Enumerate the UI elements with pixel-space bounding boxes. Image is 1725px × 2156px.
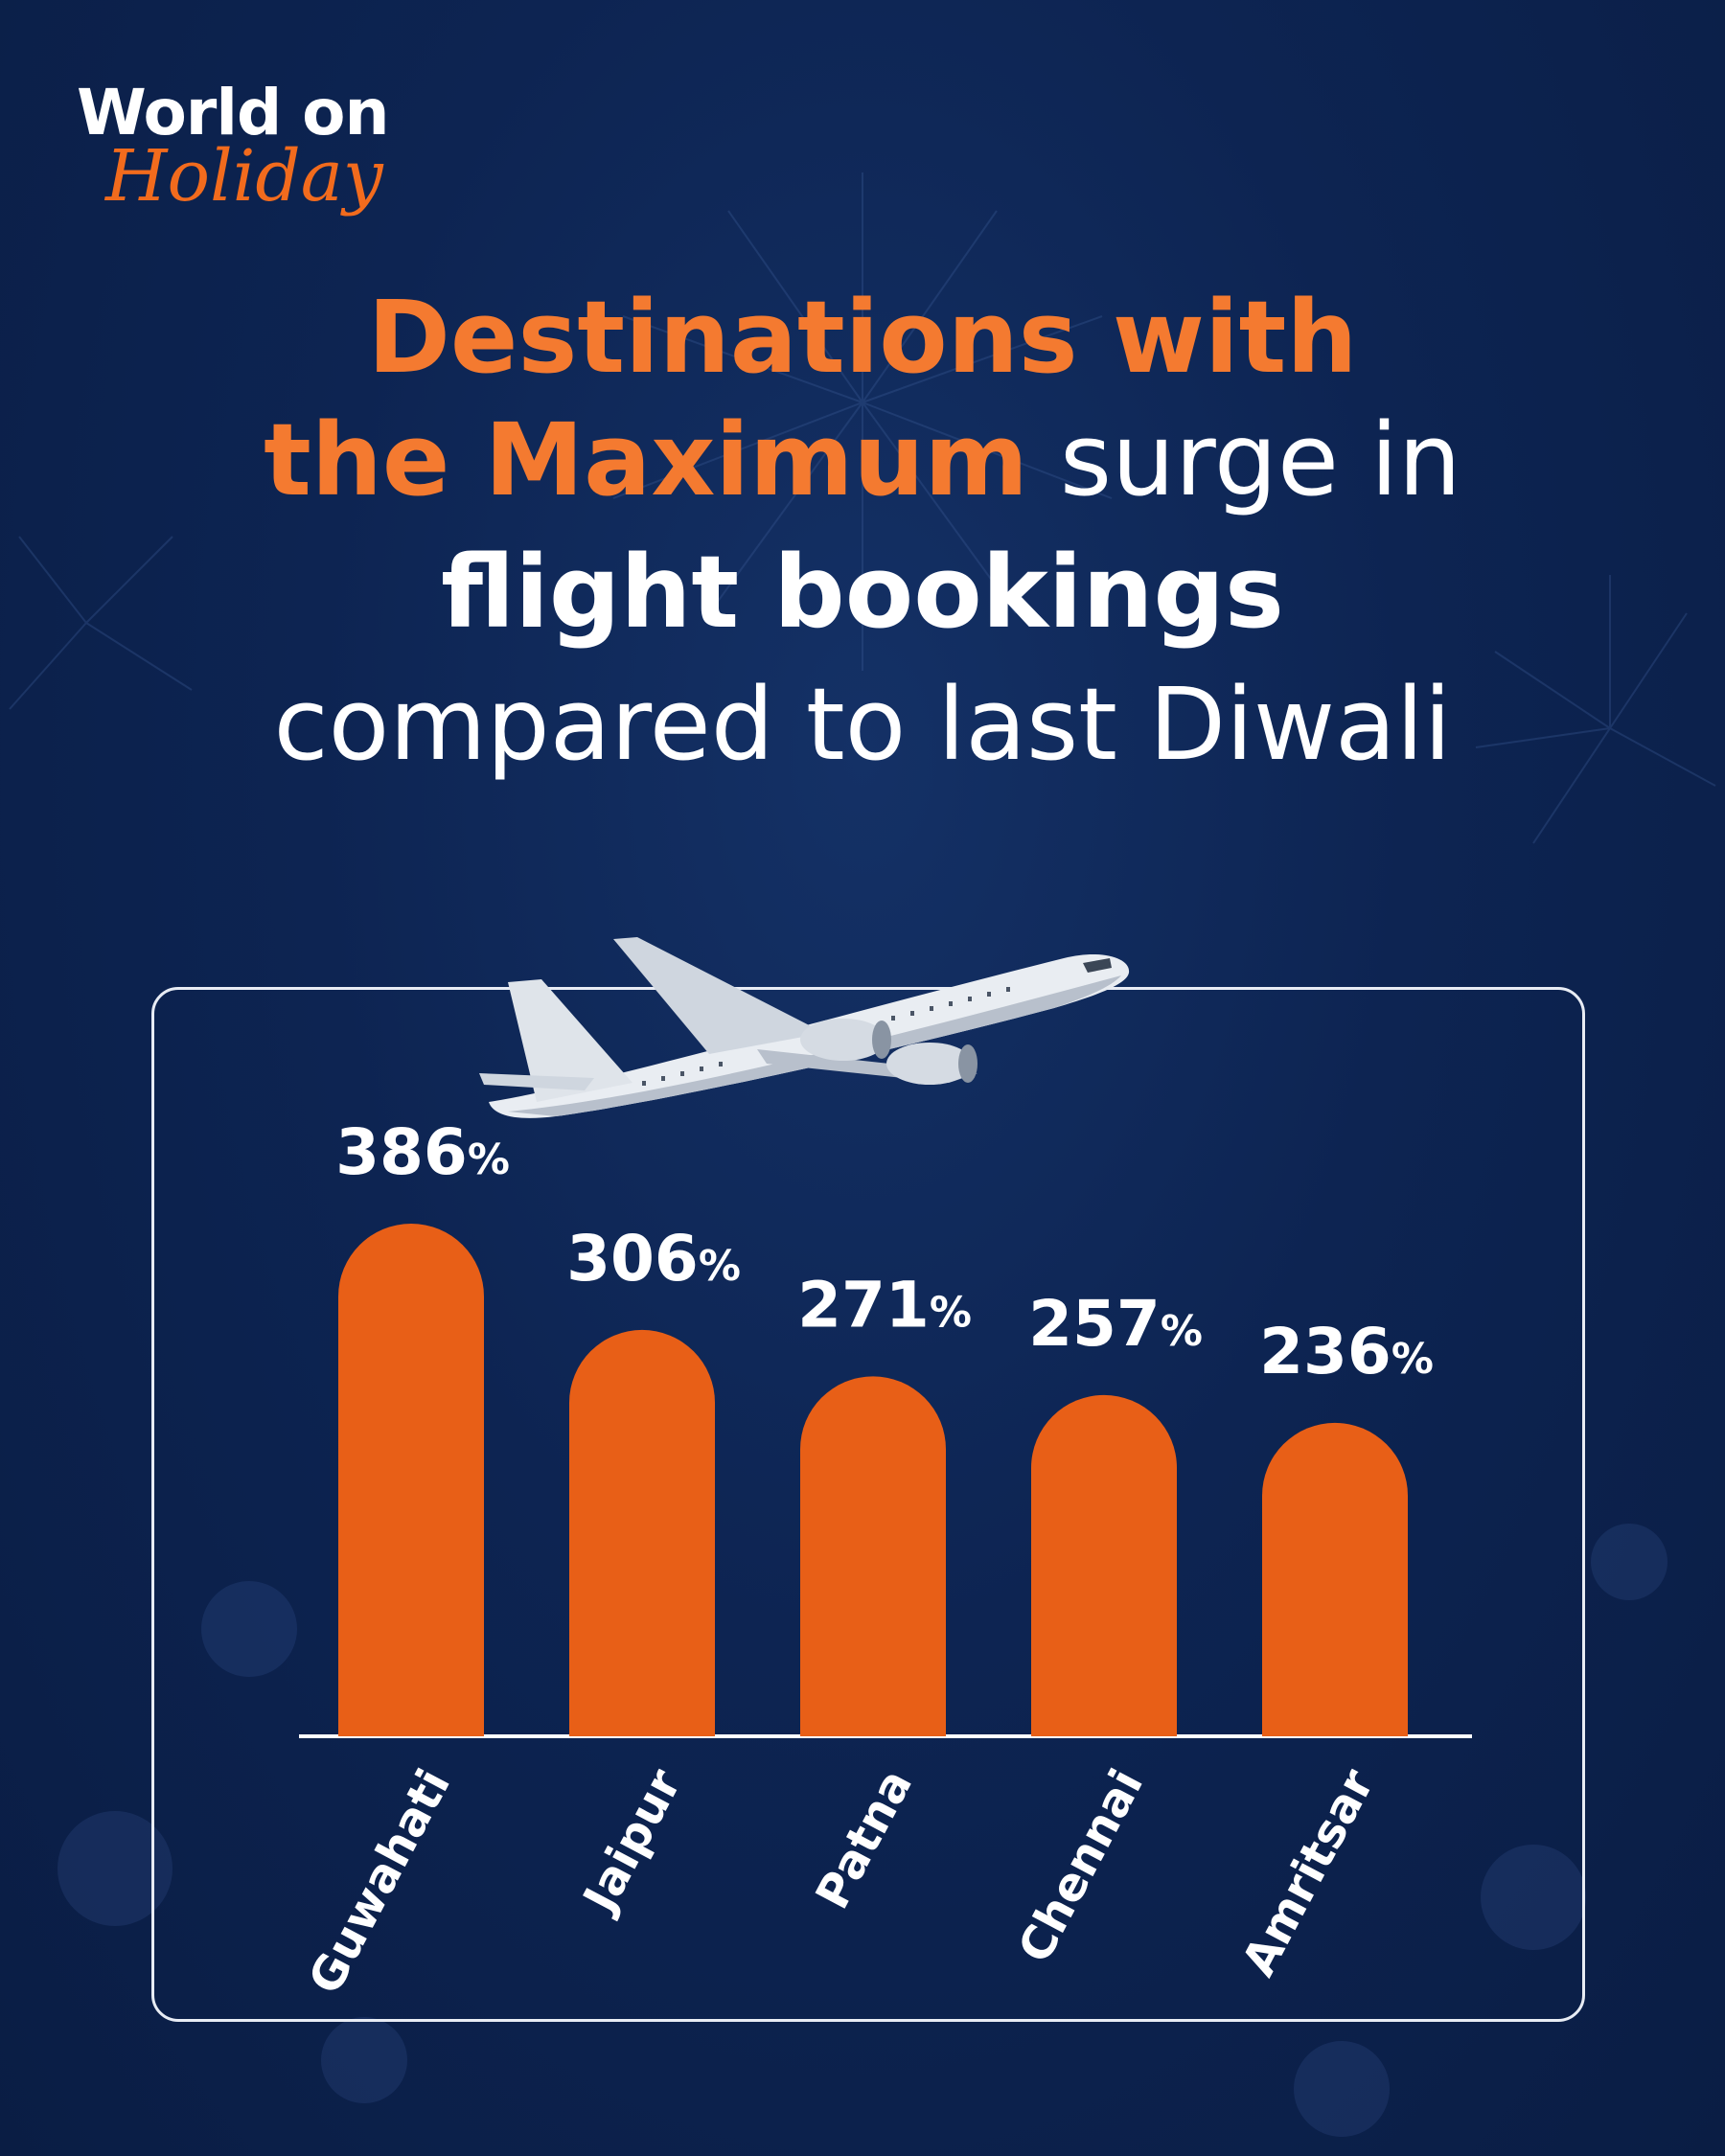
bar-jaipur (569, 1329, 715, 1736)
chart-frame (151, 987, 1585, 2022)
data-label-jaipur: 306% (566, 1222, 741, 1296)
bar-amritsar (1262, 1422, 1408, 1736)
logo-world-on: World on (77, 76, 390, 149)
data-label-chennai: 257% (1028, 1287, 1203, 1361)
x-tick-label-patna: Patna (805, 1760, 923, 1917)
bar-guwahati (338, 1224, 484, 1736)
x-tick-label-jaipur: Jaipur (572, 1760, 693, 1923)
x-tick-label-guwahati: Guwahati (298, 1760, 461, 2003)
headline-line-1: Destinations with (367, 279, 1358, 396)
data-label-amritsar: 236% (1259, 1315, 1434, 1388)
headline-line-3: flight bookings (441, 534, 1284, 651)
x-tick-label-amritsar: Amritsar (1231, 1760, 1385, 1984)
airplane-icon (479, 937, 1130, 1118)
data-label-patna: 271% (797, 1268, 972, 1342)
headline: Destinations with the Maximum surge in f… (0, 287, 1725, 774)
data-label-guwahati: 386% (335, 1115, 510, 1189)
headline-line-2: the Maximum surge in (0, 410, 1725, 510)
brand-logo: World on Holiday (77, 76, 390, 218)
bar-chennai (1031, 1394, 1177, 1736)
headline-line-2-highlight: the Maximum (264, 401, 1028, 518)
headline-line-2-rest: surge in (1059, 401, 1461, 518)
bar-patna (800, 1376, 946, 1736)
logo-holiday: Holiday (105, 135, 383, 218)
x-tick-label-chennai: Chennai (1008, 1760, 1154, 1971)
headline-line-4: compared to last Diwali (273, 666, 1452, 783)
